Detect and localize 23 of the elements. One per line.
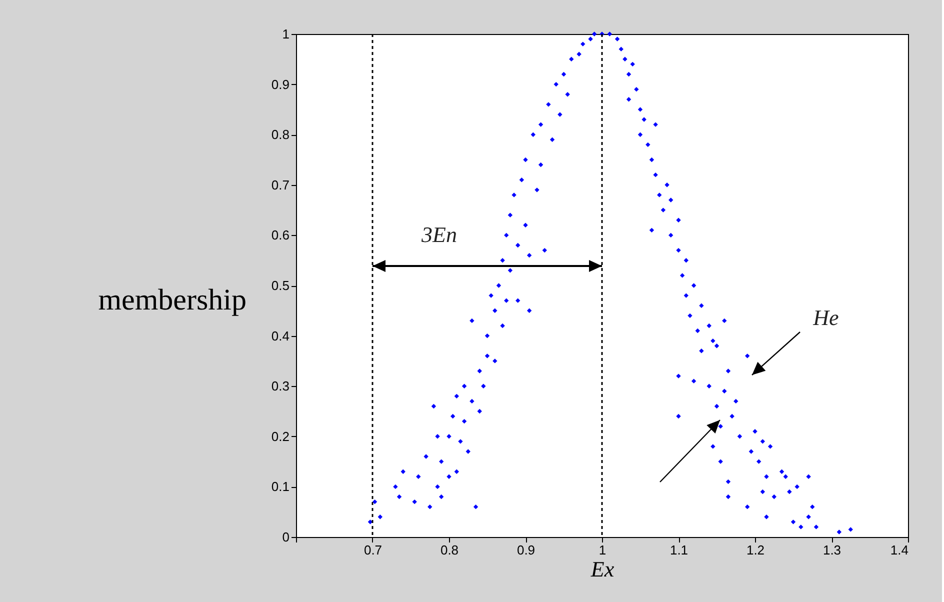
x-tick-label: 1.2: [746, 542, 765, 558]
x-tick-label: 0.8: [440, 542, 459, 558]
x-tick-label: 1: [598, 542, 606, 558]
y-tick-label: 1: [282, 26, 290, 42]
y-tick-label: 0.8: [271, 127, 290, 142]
y-tick-label: 0.5: [271, 278, 290, 293]
y-tick-label: 0.9: [271, 76, 290, 92]
x-tick-label: 1.1: [670, 542, 688, 558]
y-tick-label: 0.7: [271, 177, 290, 192]
y-tick-label: 0.2: [271, 428, 290, 444]
y-tick-label: 0.6: [271, 228, 290, 243]
y-tick-label: 0.3: [271, 378, 290, 394]
x-tick-label: 0.9: [516, 542, 536, 558]
annotation: 3En: [420, 222, 457, 248]
y-tick-label: 0.4: [271, 328, 290, 344]
x-axis-title: Ex: [590, 556, 614, 582]
y-tick-label: 0.1: [271, 479, 290, 494]
y-axis-title: membership: [98, 284, 246, 316]
x-tick-label: 1.3: [822, 542, 842, 558]
annotation: He: [812, 305, 840, 330]
y-tick-label: 0: [282, 530, 290, 544]
x-tick-label: 1.4: [890, 542, 908, 558]
x-tick-label: 0.7: [364, 542, 382, 558]
